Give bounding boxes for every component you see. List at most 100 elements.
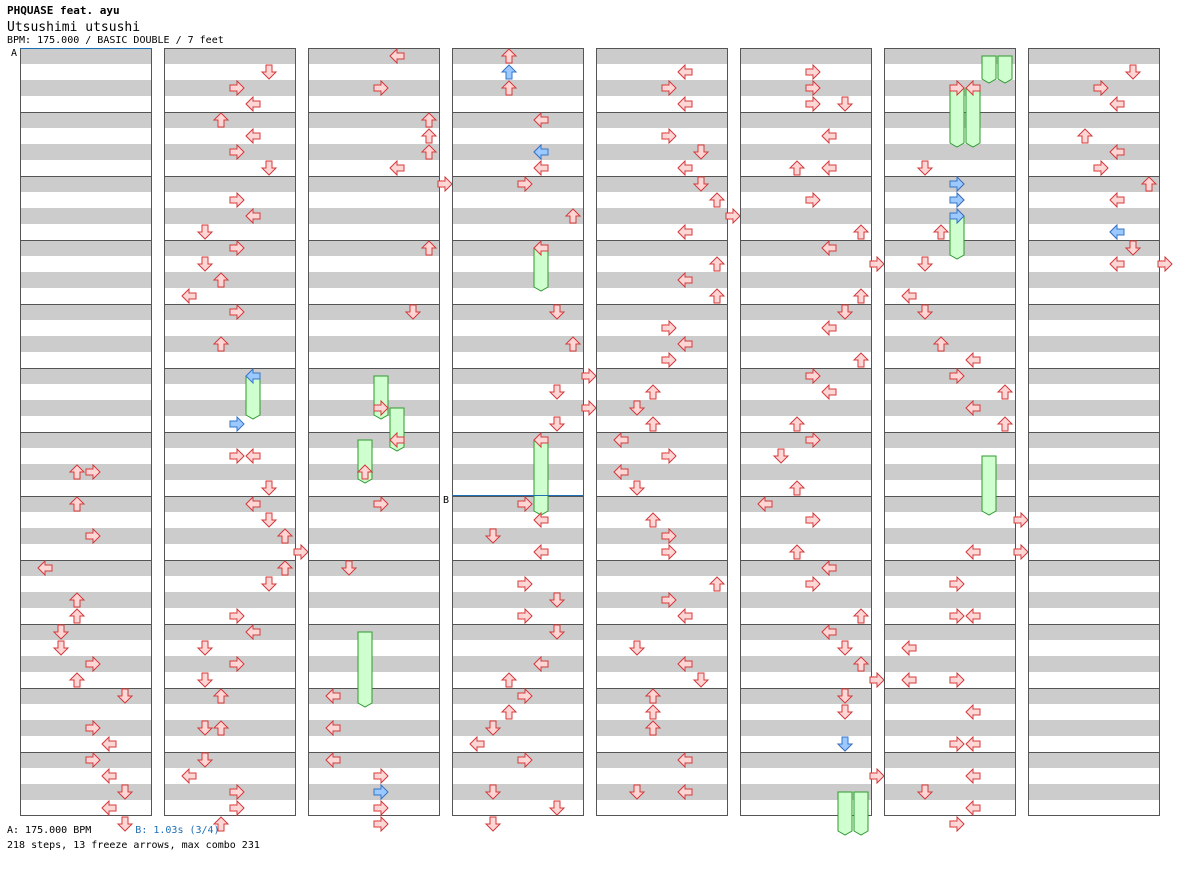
shock-arrow-down: [836, 736, 854, 752]
beat-stripe: [308, 720, 440, 736]
beat-stripe: [1028, 432, 1160, 448]
step-arrow-left: [821, 127, 837, 145]
beat-stripe: [740, 624, 872, 640]
step-arrow-up: [212, 272, 230, 288]
step-arrow-right: [661, 591, 677, 609]
step-arrow-down: [116, 784, 134, 800]
step-arrow-left: [901, 639, 917, 657]
step-arrow-left: [389, 431, 405, 449]
step-arrow-left: [965, 543, 981, 561]
marker-a-label: A: [11, 48, 18, 59]
step-arrow-up: [276, 560, 294, 576]
beat-stripe: [1028, 560, 1160, 576]
beat-stripe: [308, 656, 440, 672]
step-arrow-right: [661, 79, 677, 97]
chart-info: BPM: 175.000 / BASIC DOUBLE / 7 feet: [7, 35, 224, 46]
legend-delay: B: 1.03s (3/4): [135, 825, 220, 836]
beat-stripe: [308, 752, 440, 768]
column-border: [308, 48, 440, 816]
beat-stripe: [452, 208, 584, 224]
step-arrow-right: [949, 79, 965, 97]
beat-stripe: [740, 592, 872, 608]
beat-stripe: [452, 80, 584, 96]
step-arrow-down: [116, 816, 134, 832]
column-border: [164, 48, 296, 816]
step-arrow-right: [373, 79, 389, 97]
step-arrow-left: [821, 319, 837, 337]
step-arrow-down: [1124, 64, 1142, 80]
step-arrow-right: [661, 447, 677, 465]
step-arrow-down: [404, 304, 422, 320]
beat-stripe: [884, 400, 1016, 416]
freeze-arrow: [981, 55, 997, 84]
step-arrow-down: [628, 640, 646, 656]
beat-stripe: [164, 368, 296, 384]
step-arrow-down: [916, 784, 934, 800]
step-arrow-down: [484, 784, 502, 800]
beat-stripe: [308, 336, 440, 352]
step-arrow-left: [965, 399, 981, 417]
beat-stripe: [884, 784, 1016, 800]
beat-stripe: [164, 752, 296, 768]
beat-stripe: [20, 688, 152, 704]
step-arrow-up: [932, 336, 950, 352]
step-arrow-down: [916, 304, 934, 320]
beat-stripe: [452, 592, 584, 608]
beat-stripe: [596, 368, 728, 384]
step-arrow-right: [373, 495, 389, 513]
beat-stripe: [308, 208, 440, 224]
beat-stripe: [1028, 368, 1160, 384]
step-arrow-right: [229, 239, 245, 257]
step-arrow-right: [805, 575, 821, 593]
beat-stripe: [1028, 240, 1160, 256]
beat-stripe: [20, 784, 152, 800]
beat-stripe: [452, 624, 584, 640]
step-arrow-up: [852, 224, 870, 240]
step-arrow-left: [533, 111, 549, 129]
beat-stripe: [884, 752, 1016, 768]
beat-stripe: [452, 112, 584, 128]
step-arrow-left: [677, 159, 693, 177]
step-arrow-right: [373, 815, 389, 833]
beat-stripe: [596, 560, 728, 576]
step-arrow-right: [949, 671, 965, 689]
beat-stripe: [452, 464, 584, 480]
chart-column-svg: [884, 48, 1029, 833]
beat-stripe: [164, 176, 296, 192]
step-arrow-left: [1109, 95, 1125, 113]
step-arrow-right: [661, 319, 677, 337]
beat-stripe: [740, 656, 872, 672]
step-arrow-right: [85, 463, 101, 481]
beat-stripe: [20, 560, 152, 576]
beat-stripe: [740, 240, 872, 256]
step-arrow-right: [229, 607, 245, 625]
step-arrow-down: [836, 640, 854, 656]
beat-stripe: [1028, 400, 1160, 416]
shock-arrow-left: [245, 367, 261, 385]
step-arrow-left: [677, 95, 693, 113]
beat-stripe: [20, 144, 152, 160]
step-arrow-up: [420, 240, 438, 256]
beat-stripe: [164, 496, 296, 512]
beat-stripe: [452, 336, 584, 352]
beat-stripe: [740, 144, 872, 160]
step-arrow-down: [836, 304, 854, 320]
step-arrow-left: [677, 655, 693, 673]
step-arrow-left: [965, 735, 981, 753]
step-arrow-up: [212, 336, 230, 352]
step-arrow-right: [805, 191, 821, 209]
step-arrow-up: [68, 592, 86, 608]
step-arrow-up: [1076, 128, 1094, 144]
beat-stripe: [1028, 272, 1160, 288]
step-arrow-down: [772, 448, 790, 464]
beat-stripe: [1028, 784, 1160, 800]
step-arrow-left: [821, 623, 837, 641]
chart-column-3: [308, 47, 453, 833]
step-arrow-right: [1093, 159, 1109, 177]
beat-stripe: [740, 208, 872, 224]
step-arrow-up: [996, 416, 1014, 432]
beat-stripe: [596, 656, 728, 672]
beat-stripe: [740, 720, 872, 736]
step-arrow-right: [869, 767, 885, 785]
step-arrow-down: [548, 624, 566, 640]
